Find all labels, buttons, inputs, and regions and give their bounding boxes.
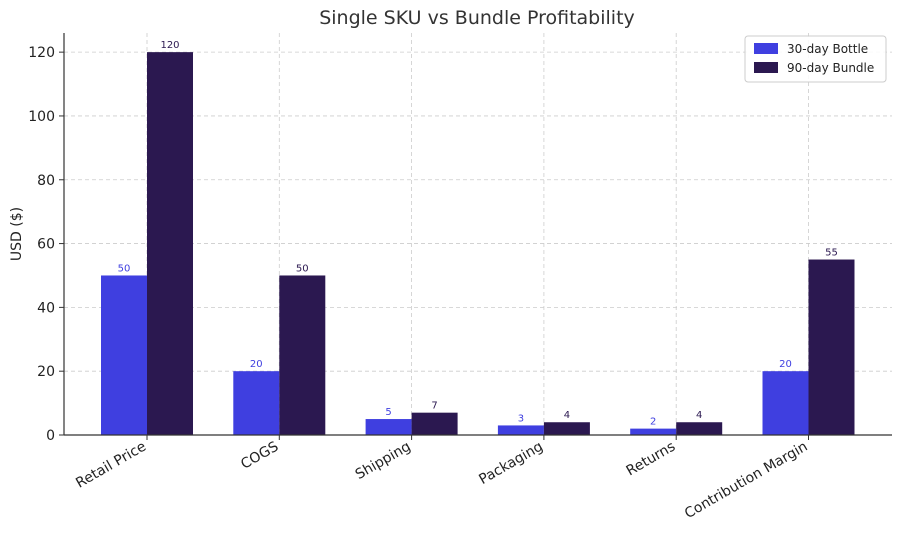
y-tick-label: 0: [46, 428, 55, 444]
bar-value-label: 5: [385, 407, 391, 418]
bar: [762, 371, 809, 435]
y-tick-label: 60: [37, 237, 55, 253]
legend: 30-day Bottle 90-day Bundle: [744, 35, 887, 83]
y-tick-label: 20: [37, 364, 55, 380]
bar-value-label: 2: [650, 417, 656, 428]
y-tick-label: 40: [37, 300, 55, 316]
bar: [411, 412, 458, 435]
bar: [676, 422, 723, 435]
legend-swatch: [754, 62, 778, 73]
bar: [808, 259, 855, 435]
legend-box: [744, 35, 887, 83]
x-category-label: Returns: [624, 439, 679, 480]
y-axis-label: USD ($): [9, 207, 25, 261]
bar: [279, 275, 326, 435]
x-category-label: COGS: [238, 439, 281, 473]
legend-label: 30-day Bottle: [787, 42, 868, 56]
x-category-label: Packaging: [476, 439, 546, 488]
bar: [543, 422, 590, 435]
bar: [101, 275, 147, 435]
x-category-label: Retail Price: [73, 439, 149, 492]
bar-value-label: 7: [431, 401, 437, 412]
bar-value-label: 120: [160, 40, 179, 51]
bar-value-label: 55: [825, 248, 838, 259]
bars-layer: 50 20 5 3 2 20 120 50 7 4 4 55: [101, 40, 855, 436]
y-tick-label: 120: [28, 45, 55, 61]
y-tick-label: 100: [28, 109, 55, 125]
y-tick-label: 80: [37, 173, 55, 189]
bar-value-label: 50: [296, 263, 309, 274]
bar-value-label: 20: [250, 359, 263, 370]
x-category-label: Contribution Margin: [682, 439, 811, 522]
bar: [233, 371, 280, 435]
bar: [630, 428, 677, 435]
bar-value-label: 4: [696, 410, 702, 421]
bar: [365, 419, 412, 435]
x-category-label: Shipping: [353, 439, 414, 483]
bar: [147, 52, 193, 436]
legend-label: 90-day Bundle: [787, 61, 874, 75]
bar-value-label: 3: [518, 413, 524, 424]
bar: [497, 425, 544, 435]
chart-title: Single SKU vs Bundle Profitability: [319, 7, 635, 29]
legend-swatch: [754, 43, 778, 54]
bar-value-label: 4: [564, 410, 570, 421]
bar-value-label: 50: [118, 263, 131, 274]
bar-value-label: 20: [779, 359, 792, 370]
